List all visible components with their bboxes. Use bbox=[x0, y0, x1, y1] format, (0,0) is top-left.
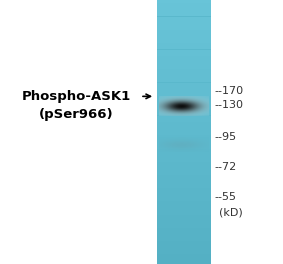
Bar bbox=[157, 221, 211, 224]
Bar bbox=[157, 7, 211, 10]
Bar bbox=[157, 59, 211, 63]
Bar bbox=[157, 224, 211, 228]
Bar bbox=[157, 152, 211, 155]
Bar bbox=[157, 188, 211, 191]
Bar bbox=[157, 43, 211, 46]
Bar bbox=[157, 172, 211, 175]
Bar bbox=[157, 23, 211, 26]
Bar bbox=[157, 168, 211, 172]
Bar bbox=[157, 185, 211, 188]
Bar bbox=[157, 175, 211, 178]
Bar bbox=[157, 182, 211, 185]
Text: --130: --130 bbox=[215, 100, 243, 110]
Text: --55: --55 bbox=[215, 192, 237, 202]
Bar bbox=[157, 139, 211, 142]
Bar bbox=[157, 82, 211, 86]
Bar bbox=[157, 178, 211, 182]
Bar bbox=[157, 96, 211, 99]
Bar bbox=[157, 244, 211, 248]
Bar bbox=[157, 119, 211, 122]
Bar bbox=[157, 231, 211, 234]
Bar bbox=[157, 53, 211, 56]
Bar bbox=[157, 30, 211, 33]
Bar bbox=[157, 63, 211, 66]
Bar bbox=[157, 116, 211, 119]
Bar bbox=[157, 238, 211, 241]
Bar bbox=[157, 148, 211, 152]
Bar bbox=[157, 66, 211, 69]
Bar bbox=[157, 254, 211, 257]
Bar bbox=[157, 0, 211, 264]
Bar bbox=[157, 69, 211, 73]
Text: --72: --72 bbox=[215, 162, 237, 172]
Bar bbox=[157, 218, 211, 221]
Bar bbox=[157, 191, 211, 195]
Bar bbox=[157, 201, 211, 205]
Bar bbox=[157, 92, 211, 96]
Bar bbox=[157, 79, 211, 82]
Text: --95: --95 bbox=[215, 132, 237, 142]
Bar bbox=[157, 241, 211, 244]
Bar bbox=[157, 142, 211, 145]
Bar bbox=[157, 211, 211, 214]
Bar bbox=[157, 257, 211, 261]
Bar bbox=[157, 99, 211, 102]
Bar bbox=[157, 234, 211, 238]
Bar bbox=[157, 112, 211, 116]
Text: Phospho-ASK1: Phospho-ASK1 bbox=[22, 90, 131, 103]
Bar bbox=[157, 106, 211, 109]
Bar bbox=[157, 129, 211, 132]
Bar bbox=[157, 248, 211, 251]
Bar bbox=[157, 261, 211, 264]
Bar bbox=[157, 102, 211, 106]
Bar bbox=[157, 20, 211, 23]
Bar bbox=[157, 122, 211, 125]
Bar bbox=[157, 214, 211, 218]
Bar bbox=[157, 158, 211, 162]
Bar bbox=[157, 50, 211, 53]
Bar bbox=[157, 86, 211, 89]
Bar bbox=[157, 135, 211, 139]
Bar bbox=[157, 26, 211, 30]
Bar bbox=[157, 10, 211, 13]
Bar bbox=[157, 73, 211, 76]
Bar bbox=[157, 162, 211, 165]
Text: --170: --170 bbox=[215, 86, 244, 96]
Bar bbox=[157, 198, 211, 201]
Bar bbox=[157, 132, 211, 135]
Bar bbox=[157, 195, 211, 198]
Bar bbox=[157, 165, 211, 168]
Bar bbox=[157, 13, 211, 16]
Bar bbox=[157, 228, 211, 231]
Bar bbox=[157, 145, 211, 148]
Bar bbox=[157, 36, 211, 40]
Bar bbox=[157, 125, 211, 129]
Bar bbox=[157, 3, 211, 7]
Bar bbox=[157, 109, 211, 112]
Bar bbox=[157, 16, 211, 20]
Bar bbox=[157, 56, 211, 59]
Bar bbox=[157, 40, 211, 43]
Bar bbox=[157, 205, 211, 208]
Bar bbox=[157, 76, 211, 79]
Text: (pSer966): (pSer966) bbox=[39, 108, 114, 121]
Bar bbox=[157, 89, 211, 92]
Bar bbox=[157, 33, 211, 36]
Bar bbox=[157, 46, 211, 50]
Bar bbox=[157, 0, 211, 3]
Bar bbox=[157, 155, 211, 158]
Text: (kD): (kD) bbox=[218, 208, 242, 218]
Bar bbox=[157, 251, 211, 254]
Bar bbox=[157, 208, 211, 211]
